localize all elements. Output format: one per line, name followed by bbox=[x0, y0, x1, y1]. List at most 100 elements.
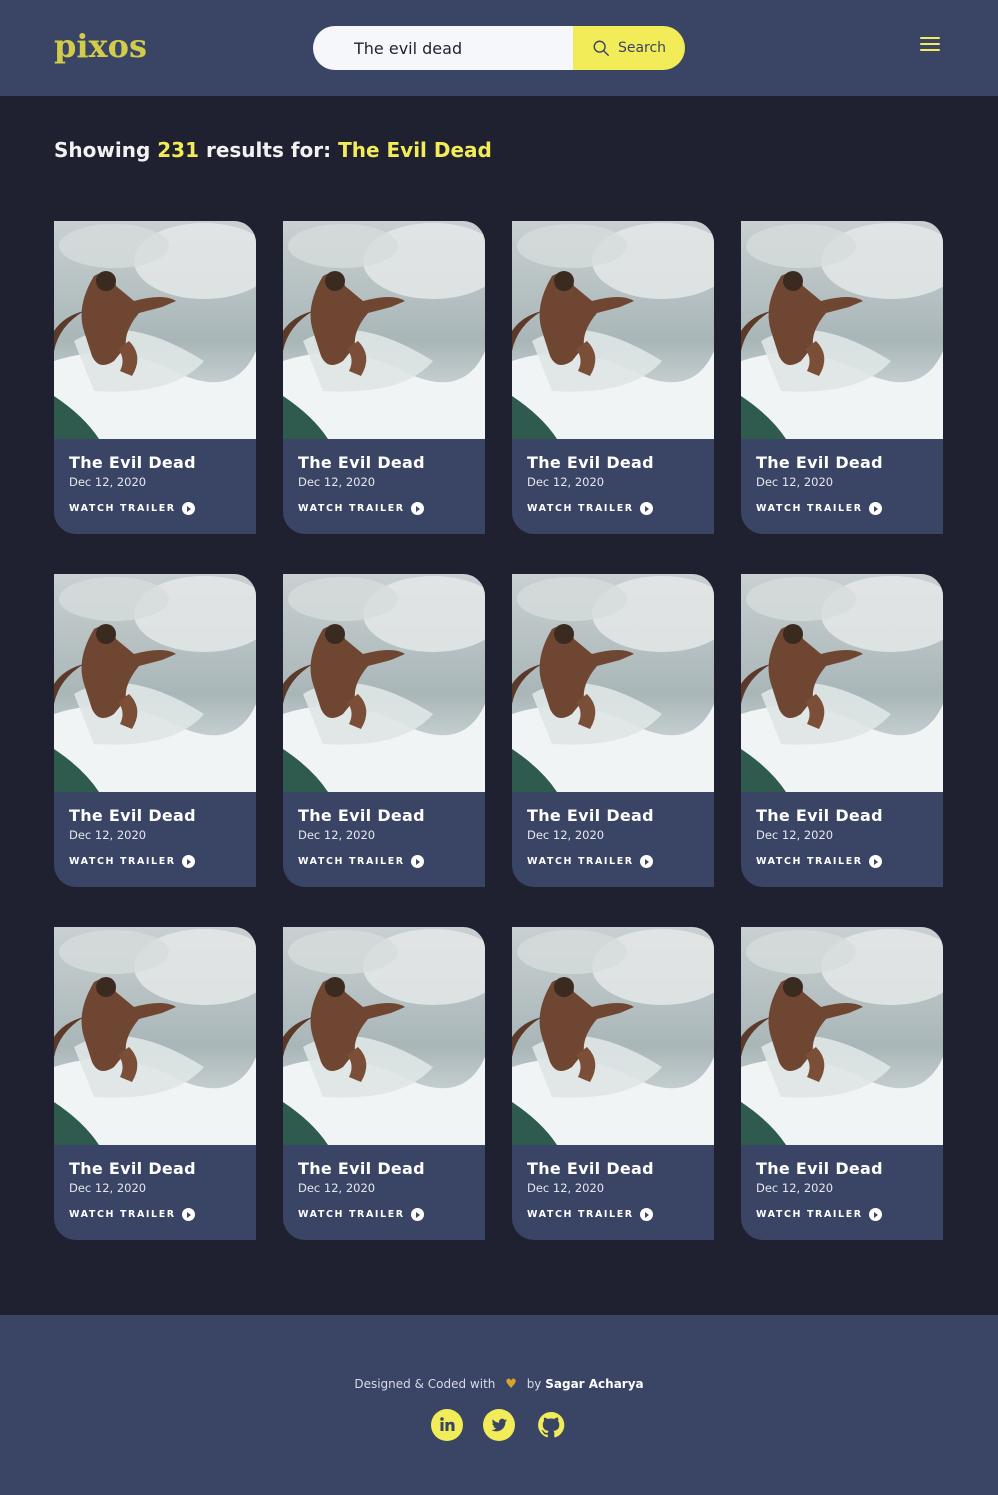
movie-poster bbox=[54, 574, 256, 792]
movie-card[interactable]: The Evil Dead Dec 12, 2020 WATCH TRAILER bbox=[741, 927, 943, 1240]
watch-trailer-link[interactable]: WATCH TRAILER bbox=[69, 1208, 195, 1221]
movie-date: Dec 12, 2020 bbox=[298, 475, 376, 489]
watch-trailer-label: WATCH TRAILER bbox=[298, 503, 405, 514]
movie-title: The Evil Dead bbox=[69, 453, 196, 472]
watch-trailer-label: WATCH TRAILER bbox=[69, 856, 176, 867]
movie-date: Dec 12, 2020 bbox=[527, 1181, 605, 1195]
movie-poster bbox=[512, 574, 714, 792]
watch-trailer-link[interactable]: WATCH TRAILER bbox=[756, 502, 882, 515]
movie-poster bbox=[283, 574, 485, 792]
navbar: pixos Search bbox=[0, 0, 998, 96]
movie-date: Dec 12, 2020 bbox=[756, 1181, 834, 1195]
results-prefix: Showing bbox=[54, 138, 151, 162]
heart-icon: ♥ bbox=[505, 1377, 517, 1392]
author-name: Sagar Acharya bbox=[545, 1377, 644, 1391]
movie-poster bbox=[54, 927, 256, 1145]
movie-date: Dec 12, 2020 bbox=[69, 1181, 147, 1195]
watch-trailer-label: WATCH TRAILER bbox=[756, 856, 863, 867]
search-bar: Search bbox=[313, 26, 685, 70]
play-icon bbox=[181, 502, 195, 515]
movie-card[interactable]: The Evil Dead Dec 12, 2020 WATCH TRAILER bbox=[741, 221, 943, 534]
movie-date: Dec 12, 2020 bbox=[527, 828, 605, 842]
watch-trailer-link[interactable]: WATCH TRAILER bbox=[69, 855, 195, 868]
play-icon bbox=[639, 855, 653, 868]
watch-trailer-link[interactable]: WATCH TRAILER bbox=[756, 1208, 882, 1221]
play-icon bbox=[410, 502, 424, 515]
movie-card[interactable]: The Evil Dead Dec 12, 2020 WATCH TRAILER bbox=[512, 927, 714, 1240]
watch-trailer-label: WATCH TRAILER bbox=[69, 1209, 176, 1220]
play-icon bbox=[410, 855, 424, 868]
movie-card[interactable]: The Evil Dead Dec 12, 2020 WATCH TRAILER bbox=[54, 574, 256, 887]
watch-trailer-link[interactable]: WATCH TRAILER bbox=[527, 1208, 653, 1221]
movie-title: The Evil Dead bbox=[756, 453, 883, 472]
credit: Designed & Coded with ♥ by Sagar Acharya bbox=[0, 1377, 998, 1392]
movie-poster bbox=[283, 927, 485, 1145]
results-heading: Showing 231 results for: The Evil Dead bbox=[54, 138, 492, 162]
results-count: 231 bbox=[157, 138, 199, 162]
movie-card[interactable]: The Evil Dead Dec 12, 2020 WATCH TRAILER bbox=[283, 574, 485, 887]
movie-date: Dec 12, 2020 bbox=[298, 1181, 376, 1195]
movie-title: The Evil Dead bbox=[298, 453, 425, 472]
movie-title: The Evil Dead bbox=[527, 806, 654, 825]
movie-card[interactable]: The Evil Dead Dec 12, 2020 WATCH TRAILER bbox=[283, 927, 485, 1240]
social-links bbox=[431, 1409, 567, 1441]
twitter-icon[interactable] bbox=[483, 1409, 515, 1441]
movie-title: The Evil Dead bbox=[527, 1159, 654, 1178]
movie-poster bbox=[741, 221, 943, 439]
watch-trailer-label: WATCH TRAILER bbox=[527, 1209, 634, 1220]
search-button[interactable]: Search bbox=[573, 26, 685, 70]
movie-poster bbox=[283, 221, 485, 439]
movie-card[interactable]: The Evil Dead Dec 12, 2020 WATCH TRAILER bbox=[283, 221, 485, 534]
watch-trailer-label: WATCH TRAILER bbox=[69, 503, 176, 514]
play-icon bbox=[868, 502, 882, 515]
movie-card[interactable]: The Evil Dead Dec 12, 2020 WATCH TRAILER bbox=[512, 221, 714, 534]
watch-trailer-link[interactable]: WATCH TRAILER bbox=[298, 502, 424, 515]
movie-title: The Evil Dead bbox=[298, 806, 425, 825]
menu-icon[interactable] bbox=[920, 37, 942, 55]
play-icon bbox=[410, 1208, 424, 1221]
watch-trailer-label: WATCH TRAILER bbox=[756, 503, 863, 514]
play-icon bbox=[181, 855, 195, 868]
play-icon bbox=[868, 855, 882, 868]
credit-prefix: Designed & Coded with bbox=[354, 1377, 496, 1391]
watch-trailer-link[interactable]: WATCH TRAILER bbox=[298, 855, 424, 868]
footer: Designed & Coded with ♥ by Sagar Acharya bbox=[0, 1315, 998, 1495]
movie-card[interactable]: The Evil Dead Dec 12, 2020 WATCH TRAILER bbox=[741, 574, 943, 887]
watch-trailer-label: WATCH TRAILER bbox=[527, 503, 634, 514]
watch-trailer-link[interactable]: WATCH TRAILER bbox=[69, 502, 195, 515]
movie-date: Dec 12, 2020 bbox=[69, 475, 147, 489]
movie-card[interactable]: The Evil Dead Dec 12, 2020 WATCH TRAILER bbox=[512, 574, 714, 887]
watch-trailer-link[interactable]: WATCH TRAILER bbox=[298, 1208, 424, 1221]
movie-title: The Evil Dead bbox=[756, 1159, 883, 1178]
search-input[interactable] bbox=[313, 26, 573, 70]
search-button-label: Search bbox=[617, 40, 667, 56]
movie-date: Dec 12, 2020 bbox=[756, 828, 834, 842]
logo[interactable]: pixos bbox=[54, 27, 147, 65]
results-query: The Evil Dead bbox=[338, 138, 492, 162]
watch-trailer-label: WATCH TRAILER bbox=[756, 1209, 863, 1220]
watch-trailer-link[interactable]: WATCH TRAILER bbox=[527, 502, 653, 515]
movie-date: Dec 12, 2020 bbox=[756, 475, 834, 489]
movie-date: Dec 12, 2020 bbox=[69, 828, 147, 842]
movie-title: The Evil Dead bbox=[298, 1159, 425, 1178]
movie-poster bbox=[741, 927, 943, 1145]
search-icon bbox=[593, 40, 609, 56]
watch-trailer-label: WATCH TRAILER bbox=[298, 1209, 405, 1220]
watch-trailer-link[interactable]: WATCH TRAILER bbox=[756, 855, 882, 868]
movie-title: The Evil Dead bbox=[527, 453, 654, 472]
credit-by: by bbox=[526, 1377, 542, 1391]
movie-title: The Evil Dead bbox=[69, 806, 196, 825]
watch-trailer-label: WATCH TRAILER bbox=[298, 856, 405, 867]
movie-card[interactable]: The Evil Dead Dec 12, 2020 WATCH TRAILER bbox=[54, 221, 256, 534]
play-icon bbox=[639, 1208, 653, 1221]
results-middle: results for: bbox=[205, 138, 332, 162]
movie-poster bbox=[512, 221, 714, 439]
movie-poster bbox=[512, 927, 714, 1145]
movie-date: Dec 12, 2020 bbox=[527, 475, 605, 489]
movie-title: The Evil Dead bbox=[69, 1159, 196, 1178]
watch-trailer-link[interactable]: WATCH TRAILER bbox=[527, 855, 653, 868]
linkedin-icon[interactable] bbox=[431, 1409, 463, 1441]
movie-poster bbox=[741, 574, 943, 792]
movie-card[interactable]: The Evil Dead Dec 12, 2020 WATCH TRAILER bbox=[54, 927, 256, 1240]
github-icon[interactable] bbox=[535, 1409, 567, 1441]
